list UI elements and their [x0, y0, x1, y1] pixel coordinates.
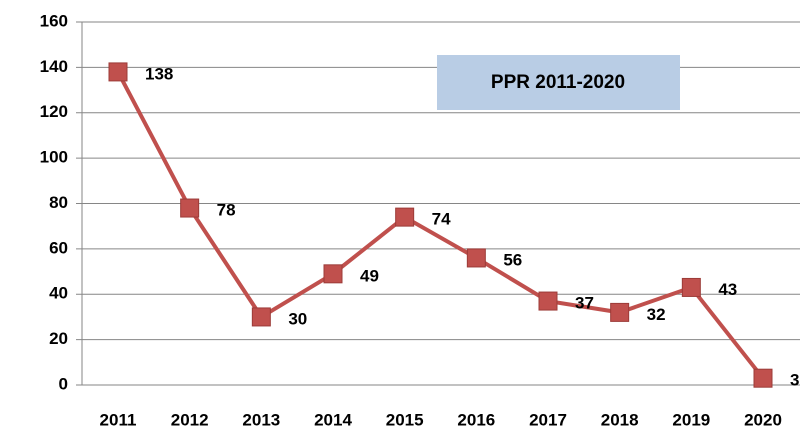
data-label: 56 [503, 250, 522, 269]
data-label: 78 [217, 201, 236, 220]
y-tick-label: 160 [40, 11, 68, 30]
marker [323, 264, 343, 284]
marker [251, 307, 271, 327]
data-label: 43 [718, 280, 737, 299]
marker [538, 291, 558, 311]
y-tick-label: 100 [40, 148, 68, 167]
data-label: 74 [432, 210, 451, 229]
y-tick-label: 40 [49, 284, 68, 303]
data-label: 32 [647, 305, 666, 324]
data-label: 3 [790, 371, 799, 390]
marker [180, 198, 200, 218]
plot: 0 20 40 60 80 100 120 140 160 2011 2012 2013 2014 201… [40, 11, 800, 429]
marker [610, 302, 630, 322]
y-tick-label: 80 [49, 193, 68, 212]
chart-title: PPR 2011-2020 [491, 72, 625, 93]
data-label: 30 [288, 309, 307, 328]
x-tick-label: 2013 [242, 410, 280, 429]
x-tick-label: 2011 [100, 410, 137, 429]
y-tick-label: 120 [40, 102, 68, 121]
x-tick-label: 2017 [529, 410, 567, 429]
x-tick-label: 2014 [314, 410, 352, 429]
x-tick-label: 2012 [171, 410, 209, 429]
y-tick-label: 60 [49, 238, 68, 257]
title-box [437, 55, 680, 110]
marker [466, 248, 486, 268]
y-tick-label: 0 [59, 374, 68, 393]
y-tick-label: 140 [40, 57, 68, 76]
series-line [116, 70, 765, 380]
marker [395, 207, 415, 227]
x-tick-label: 2020 [744, 410, 782, 429]
x-tick-label: 2019 [672, 410, 710, 429]
data-label: 138 [145, 64, 173, 83]
x-tick-label: 2016 [457, 410, 495, 429]
marker [108, 62, 128, 82]
x-tick-label: 2015 [386, 410, 424, 429]
data-label: 49 [360, 266, 379, 285]
data-label: 37 [575, 294, 594, 313]
x-tick-label: 2018 [601, 410, 639, 429]
marker [753, 368, 773, 388]
y-tick-label: 20 [49, 329, 68, 348]
marker [681, 277, 701, 297]
